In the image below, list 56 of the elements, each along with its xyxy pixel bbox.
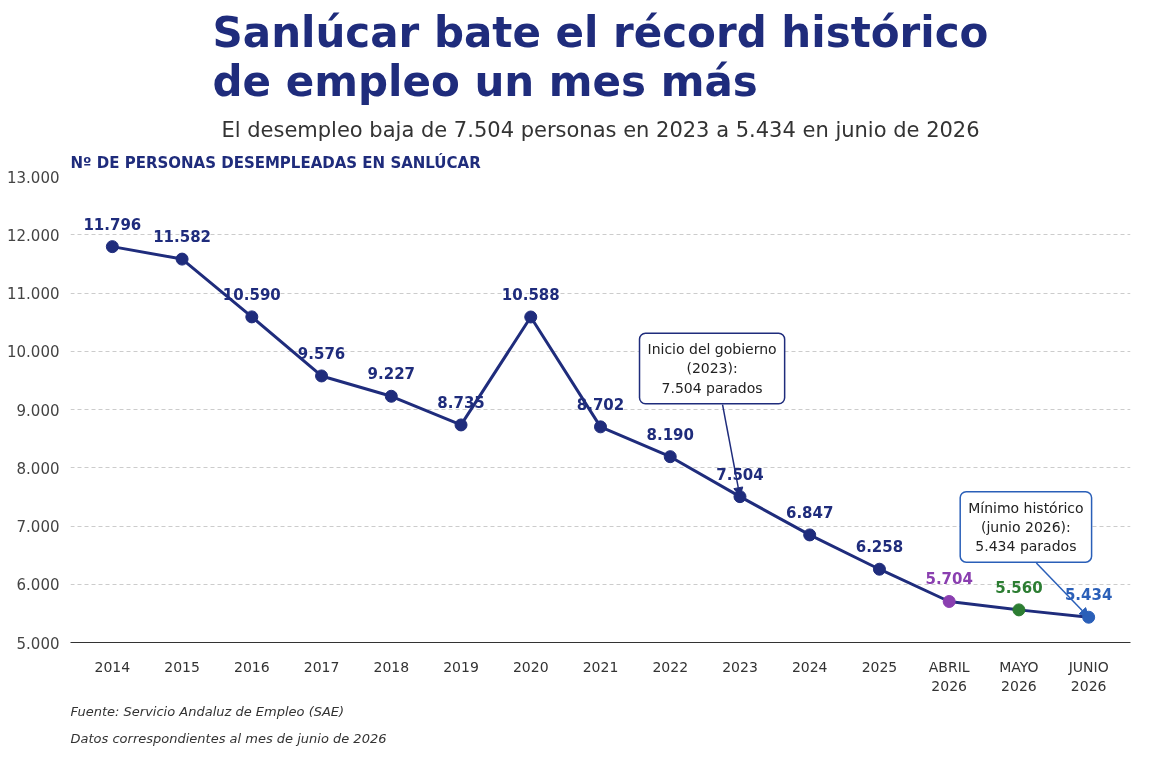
point	[105, 240, 119, 254]
text: Datos correspondientes al mes de junio de 2026	[70, 730, 387, 746]
data-label: 5.560	[995, 578, 1043, 597]
x-tick-label: 2015	[164, 658, 200, 675]
y-tick-label: 10.000	[7, 343, 60, 362]
x-tick-label: 2017	[303, 658, 340, 675]
x-tick-label: 2019	[443, 658, 479, 675]
x-tick-label: 2018	[373, 658, 410, 675]
y-tick-label: 7.000	[16, 518, 60, 536]
chart-subtitle: El desempleo baja de 7.504 personas en 2023 a 5.434 en junio de 2026	[221, 117, 980, 142]
annotation: Mínimo histórico (junio 2026): 5.434 parados	[968, 499, 1084, 555]
y-tick-label: 11.000	[7, 285, 60, 303]
point	[175, 252, 189, 266]
data-label: 9.576	[297, 344, 346, 363]
x-tick-label: 2023	[722, 658, 758, 675]
chart-title: Sanlúcar bate el récord histórico de empleo un mes más	[212, 7, 989, 106]
point	[942, 595, 956, 608]
source-note: Fuente: Servicio Andaluz de Empleo (SAE)	[70, 703, 345, 719]
y-tick-label: 6.000	[16, 576, 60, 595]
point	[663, 450, 677, 464]
data-label: 10.588	[501, 286, 560, 304]
y-tick-label: 13.000	[7, 168, 60, 187]
x-tick-label: 2024	[791, 658, 828, 675]
y-axis-title: Nº DE PERSONAS DESEMPLEADAS EN SANLÚCAR	[70, 152, 482, 172]
point	[245, 310, 259, 324]
x-tick-label: 2025	[861, 658, 898, 675]
data-label: 11.582	[153, 228, 212, 247]
data-label: 8.190	[646, 425, 694, 444]
point	[524, 310, 538, 324]
data-label: 10.590	[222, 285, 281, 304]
data-label: 9.227	[367, 365, 416, 384]
x-tick-label: ABRIL 2026	[928, 658, 970, 694]
y-tick-label: 9.000	[16, 401, 60, 420]
data-label: 6.847	[785, 503, 834, 522]
point	[803, 528, 817, 542]
point	[1012, 603, 1026, 617]
data-label: 5.434	[1064, 586, 1113, 605]
x-tick-label: 2022	[652, 658, 689, 675]
point	[454, 418, 468, 432]
x-tick-label: 2020	[512, 658, 549, 675]
y-tick-label: 12.000	[7, 226, 60, 245]
y-tick-label: 5.000	[16, 634, 60, 653]
x-tick-label: 2014	[94, 658, 131, 675]
annotation: Inicio del gobierno (2023): 7.504 parados	[647, 341, 777, 396]
data-label: 6.258	[855, 538, 904, 557]
data-label: 5.704	[925, 570, 973, 589]
x-tick-label: 2016	[234, 658, 270, 675]
x-tick-label: MAYO 2026	[999, 658, 1039, 694]
point	[315, 369, 329, 383]
point	[594, 420, 607, 434]
point	[872, 562, 886, 576]
x-tick-label: 2021	[582, 658, 619, 675]
x-tick-label: JUNIO 2026	[1067, 658, 1109, 694]
y-tick-label: 8.000	[16, 459, 60, 478]
data-label: 11.796	[83, 215, 142, 234]
point	[384, 389, 398, 403]
